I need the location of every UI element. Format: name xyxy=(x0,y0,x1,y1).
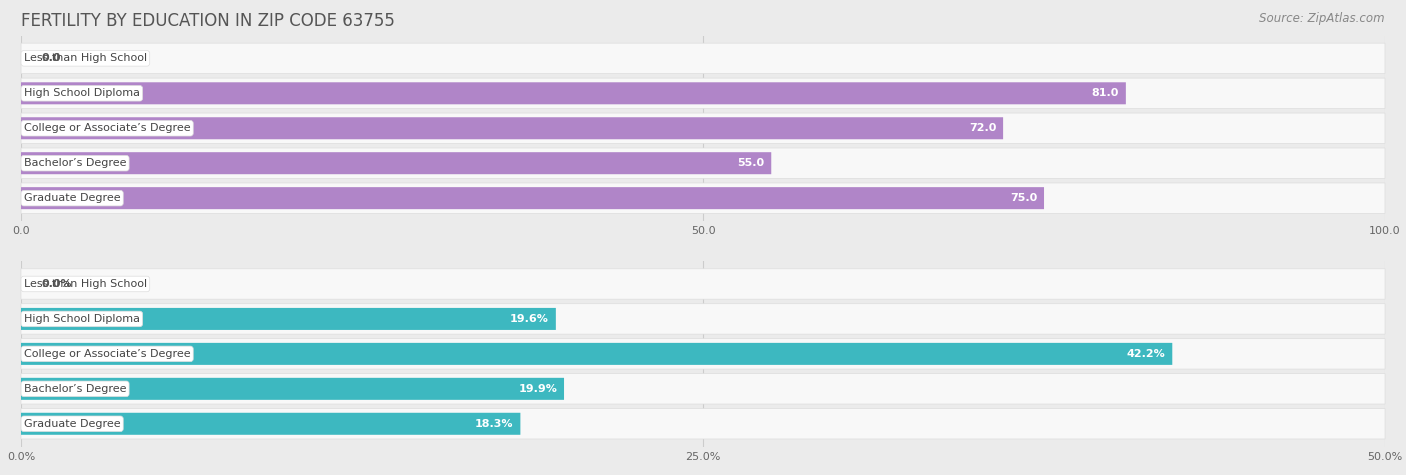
Text: Source: ZipAtlas.com: Source: ZipAtlas.com xyxy=(1260,12,1385,25)
FancyBboxPatch shape xyxy=(21,183,1385,213)
Text: FERTILITY BY EDUCATION IN ZIP CODE 63755: FERTILITY BY EDUCATION IN ZIP CODE 63755 xyxy=(21,12,395,30)
FancyBboxPatch shape xyxy=(21,113,1385,143)
FancyBboxPatch shape xyxy=(21,343,1173,365)
Text: Graduate Degree: Graduate Degree xyxy=(24,193,121,203)
Text: 72.0: 72.0 xyxy=(969,123,997,133)
Text: 55.0: 55.0 xyxy=(737,158,765,168)
FancyBboxPatch shape xyxy=(21,117,1002,139)
FancyBboxPatch shape xyxy=(21,304,1385,334)
Text: 19.9%: 19.9% xyxy=(519,384,557,394)
FancyBboxPatch shape xyxy=(21,269,1385,299)
Text: Graduate Degree: Graduate Degree xyxy=(24,419,121,429)
FancyBboxPatch shape xyxy=(21,82,1126,104)
FancyBboxPatch shape xyxy=(21,408,1385,439)
Text: Less than High School: Less than High School xyxy=(24,279,148,289)
Text: High School Diploma: High School Diploma xyxy=(24,314,139,324)
Text: 19.6%: 19.6% xyxy=(510,314,548,324)
Text: High School Diploma: High School Diploma xyxy=(24,88,139,98)
Text: 0.0%: 0.0% xyxy=(42,279,72,289)
FancyBboxPatch shape xyxy=(21,43,1385,74)
Text: Bachelor’s Degree: Bachelor’s Degree xyxy=(24,384,127,394)
Text: 0.0: 0.0 xyxy=(42,53,60,63)
FancyBboxPatch shape xyxy=(21,152,772,174)
Text: Bachelor’s Degree: Bachelor’s Degree xyxy=(24,158,127,168)
FancyBboxPatch shape xyxy=(21,308,555,330)
FancyBboxPatch shape xyxy=(21,339,1385,369)
Text: Less than High School: Less than High School xyxy=(24,53,148,63)
FancyBboxPatch shape xyxy=(21,187,1045,209)
Text: 42.2%: 42.2% xyxy=(1126,349,1166,359)
Text: College or Associate’s Degree: College or Associate’s Degree xyxy=(24,349,190,359)
FancyBboxPatch shape xyxy=(21,78,1385,108)
Text: 75.0: 75.0 xyxy=(1010,193,1038,203)
Text: College or Associate’s Degree: College or Associate’s Degree xyxy=(24,123,190,133)
FancyBboxPatch shape xyxy=(21,378,564,400)
Text: 81.0: 81.0 xyxy=(1091,88,1119,98)
FancyBboxPatch shape xyxy=(21,413,520,435)
FancyBboxPatch shape xyxy=(21,374,1385,404)
FancyBboxPatch shape xyxy=(21,148,1385,179)
Text: 18.3%: 18.3% xyxy=(475,419,513,429)
